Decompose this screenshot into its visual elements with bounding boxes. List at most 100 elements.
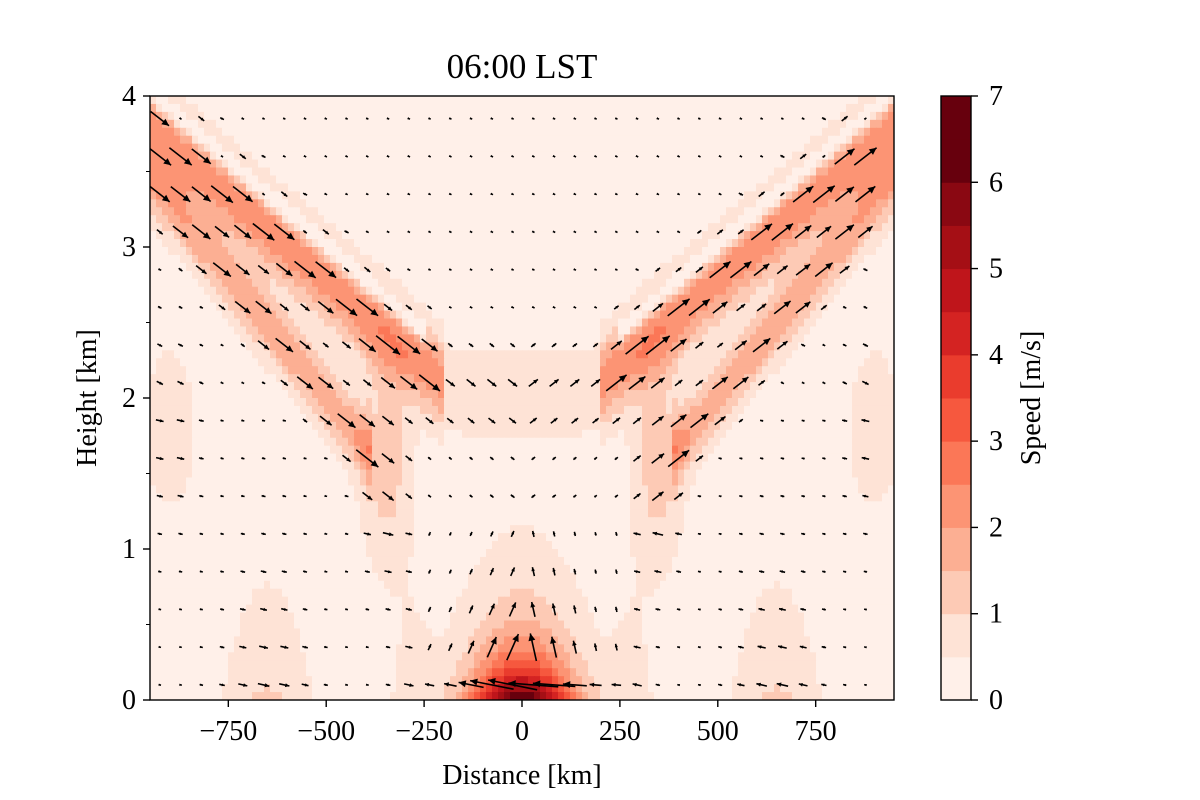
wind-arrow: [594, 117, 598, 120]
wind-arrow: [697, 495, 702, 498]
wind-arrow: [717, 683, 723, 687]
wind-arrow: [528, 378, 539, 388]
wind-arrow: [739, 495, 743, 498]
wind-arrow: [345, 645, 349, 649]
wind-arrow: [301, 683, 309, 687]
wind-arrow: [792, 185, 814, 203]
wind-arrow: [531, 117, 535, 120]
wind-arrow: [614, 230, 618, 234]
wind-arrow: [427, 305, 433, 310]
wind-arrow: [240, 494, 245, 498]
colorbar-segment: [941, 398, 971, 442]
wind-arrow: [633, 570, 641, 574]
wind-arrow: [799, 153, 807, 160]
colorbar-segment: [941, 441, 971, 485]
wind-arrow: [342, 454, 352, 463]
wind-arrow: [654, 570, 662, 574]
wind-arrow: [359, 414, 376, 428]
wind-arrow: [573, 268, 577, 271]
wind-arrow: [407, 268, 411, 272]
wind-arrow: [821, 116, 827, 121]
wind-arrow: [158, 570, 162, 573]
wind-arrow: [407, 154, 411, 158]
wind-arrow: [405, 607, 412, 611]
wind-arrow: [573, 192, 577, 196]
wind-arrow: [428, 268, 432, 271]
wind-arrow: [676, 608, 681, 611]
colorbar-label: Speed [m/s]: [1016, 331, 1047, 466]
wind-arrow: [718, 457, 722, 460]
wind-arrow: [386, 117, 390, 120]
wind-arrow: [552, 456, 557, 461]
wind-arrow: [863, 646, 867, 649]
colorbar: 0 1 2 3 4 5 6 7: [940, 81, 1003, 716]
wind-arrow: [302, 607, 308, 611]
wind-arrow: [552, 117, 556, 120]
wind-arrow: [280, 645, 289, 649]
wind-arrow: [469, 456, 474, 461]
wind-arrow: [674, 379, 683, 387]
wind-arrow: [469, 531, 473, 537]
wind-arrow: [530, 342, 537, 348]
wind-vectors: [150, 110, 878, 691]
wind-arrow: [645, 335, 671, 356]
wind-arrow: [345, 154, 349, 158]
wind-arrow: [551, 603, 557, 616]
wind-arrow: [448, 606, 453, 613]
wind-arrow: [443, 682, 457, 687]
wind-arrow: [572, 640, 578, 654]
colorbar-tick-label: 6: [989, 167, 1003, 198]
wind-arrow: [841, 419, 848, 423]
wind-arrow: [842, 343, 847, 347]
wind-arrow: [779, 570, 786, 574]
wind-arrow: [382, 491, 395, 502]
wind-arrow: [239, 153, 247, 160]
wind-arrow: [303, 117, 307, 120]
wind-arrow: [489, 494, 495, 499]
wind-arrow: [633, 532, 641, 536]
wind-arrow: [257, 264, 270, 275]
wind-arrow: [695, 379, 704, 387]
wind-arrow: [734, 339, 748, 351]
wind-arrow: [315, 261, 337, 279]
wind-arrow: [816, 225, 832, 239]
wind-arrow: [239, 607, 246, 611]
wind-arrow: [688, 298, 711, 317]
wind-arrow: [322, 342, 329, 348]
wind-arrow: [697, 646, 701, 649]
wind-arrow: [529, 417, 538, 424]
wind-arrow: [650, 377, 666, 389]
y-tick-label: 3: [122, 232, 136, 263]
wind-arrow: [428, 154, 432, 158]
wind-arrow: [776, 682, 789, 687]
wind-arrow: [551, 494, 557, 499]
wind-arrow: [614, 643, 618, 651]
wind-arrow: [697, 192, 701, 196]
wind-arrow: [240, 570, 246, 573]
wind-arrow: [158, 608, 162, 611]
wind-arrow: [593, 643, 598, 652]
wind-arrow: [528, 633, 538, 662]
wind-arrow: [759, 532, 764, 536]
wind-arrow: [319, 415, 333, 426]
wind-arrow: [795, 301, 811, 314]
wind-arrow: [842, 305, 847, 309]
wind-arrow: [800, 343, 806, 347]
wind-arrow: [363, 532, 372, 536]
wind-arrow: [448, 268, 452, 271]
wind-arrow: [199, 305, 204, 309]
wind-arrow: [531, 230, 535, 234]
wind-arrow: [281, 570, 287, 573]
wind-arrow: [179, 117, 182, 121]
wind-arrow: [776, 340, 788, 350]
wind-arrow: [572, 494, 577, 498]
wind-arrow: [773, 300, 792, 315]
wind-arrow: [615, 531, 618, 536]
wind-arrow: [712, 301, 728, 314]
wind-arrow: [822, 381, 826, 385]
wind-arrow: [179, 645, 182, 649]
wind-arrow: [467, 417, 475, 424]
wind-arrow: [777, 645, 787, 649]
wind-arrow: [241, 419, 245, 422]
wind-arrow: [589, 682, 602, 687]
